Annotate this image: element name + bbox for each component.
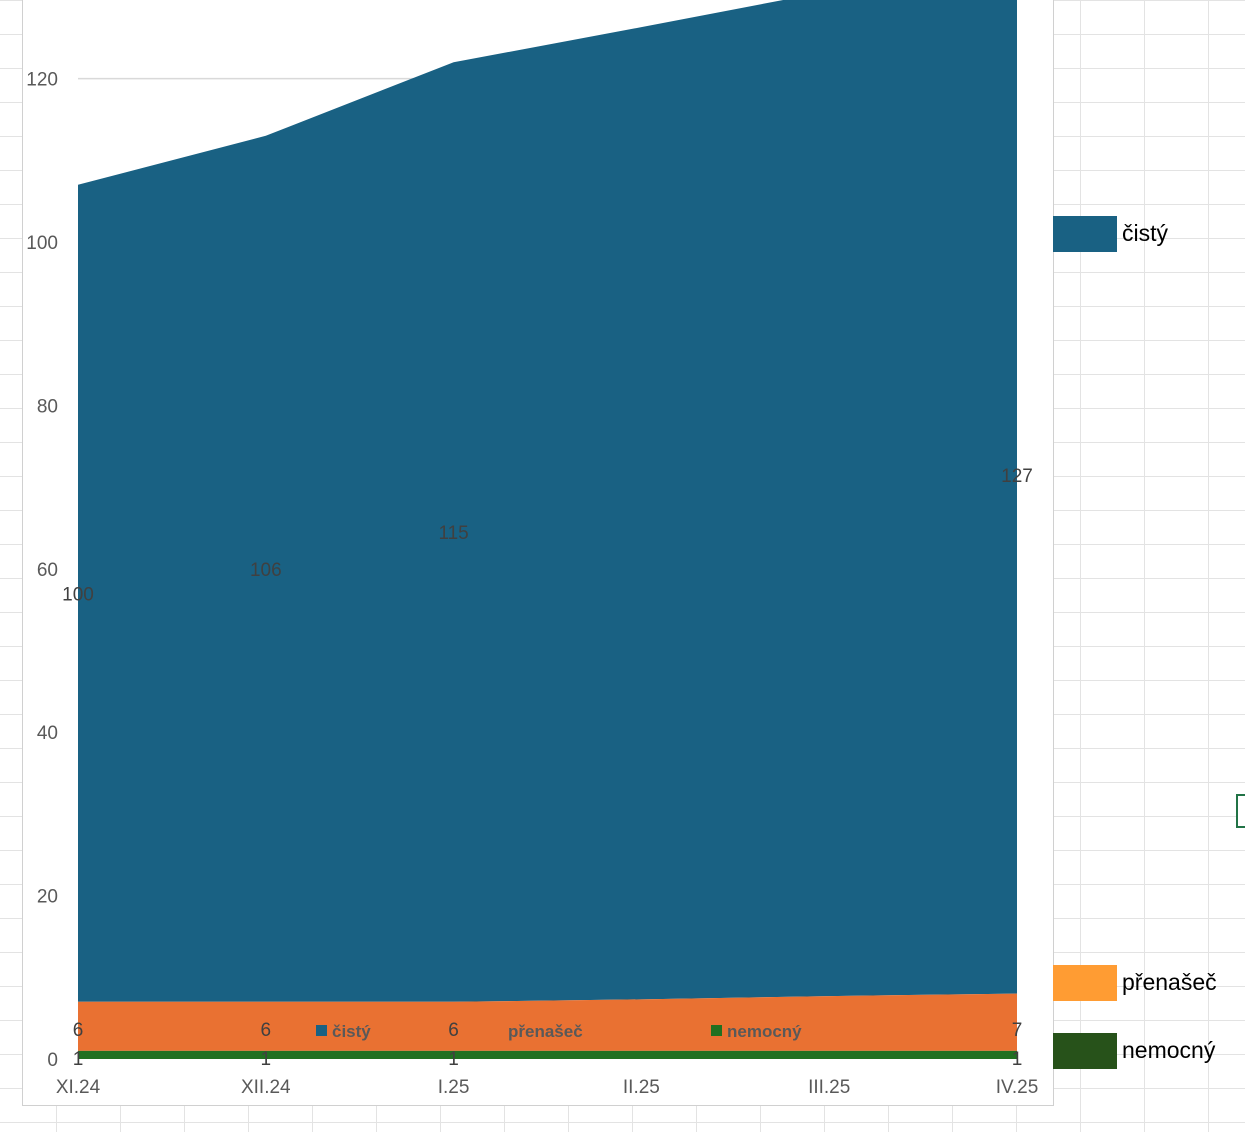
data-label: 127 (1001, 466, 1033, 487)
y-tick-label: 80 (37, 396, 58, 417)
side-legend-item: nemocný (1053, 1033, 1243, 1069)
inner-legend-label: čistý (332, 1022, 371, 1041)
data-label: 6 (261, 1020, 272, 1041)
y-tick-label: 20 (37, 887, 58, 908)
area-series-čistý (78, 0, 1017, 1002)
area-series-přenašeč (78, 993, 1017, 1051)
y-tick-label: 120 (26, 70, 58, 91)
inner-legend-swatch (316, 1025, 327, 1036)
data-label: 1 (1012, 1049, 1023, 1070)
data-label: 106 (250, 560, 282, 581)
y-tick-label: 60 (37, 560, 58, 581)
y-tick-label: 100 (26, 233, 58, 254)
data-label: 6 (448, 1020, 459, 1041)
x-tick-label: III.25 (808, 1077, 850, 1098)
inner-legend-label: nemocný (727, 1022, 802, 1041)
data-label: 7 (1012, 1020, 1023, 1041)
data-label: 1 (448, 1049, 459, 1070)
side-legend-label: nemocný (1122, 1037, 1216, 1063)
x-tick-label: IV.25 (996, 1077, 1039, 1098)
data-label: 115 (438, 523, 468, 544)
x-tick-label: II.25 (623, 1077, 660, 1098)
side-legend-label: čistý (1122, 220, 1168, 246)
data-label: 6 (73, 1020, 84, 1041)
inner-legend-swatch (711, 1025, 722, 1036)
y-tick-label: 40 (37, 723, 58, 744)
area-series-nemocný (78, 1050, 1017, 1059)
data-label: 1 (73, 1049, 84, 1070)
x-tick-label: I.25 (438, 1077, 470, 1098)
x-tick-label: XI.24 (56, 1077, 101, 1098)
side-legend-label: přenašeč (1122, 969, 1217, 995)
active-cell-cursor[interactable] (1236, 794, 1245, 828)
side-legend-swatch (1053, 1033, 1117, 1069)
y-tick-label: 0 (47, 1050, 58, 1071)
data-label: 1 (261, 1049, 272, 1070)
data-label: 100 (62, 584, 94, 605)
side-legend-swatch (1053, 216, 1117, 252)
side-legend-swatch (1053, 965, 1117, 1001)
inner-legend-label: přenašeč (508, 1022, 583, 1041)
side-legend-item: přenašeč (1053, 965, 1243, 1001)
x-tick-label: XII.24 (241, 1077, 291, 1098)
side-legend-item: čistý (1053, 216, 1243, 252)
